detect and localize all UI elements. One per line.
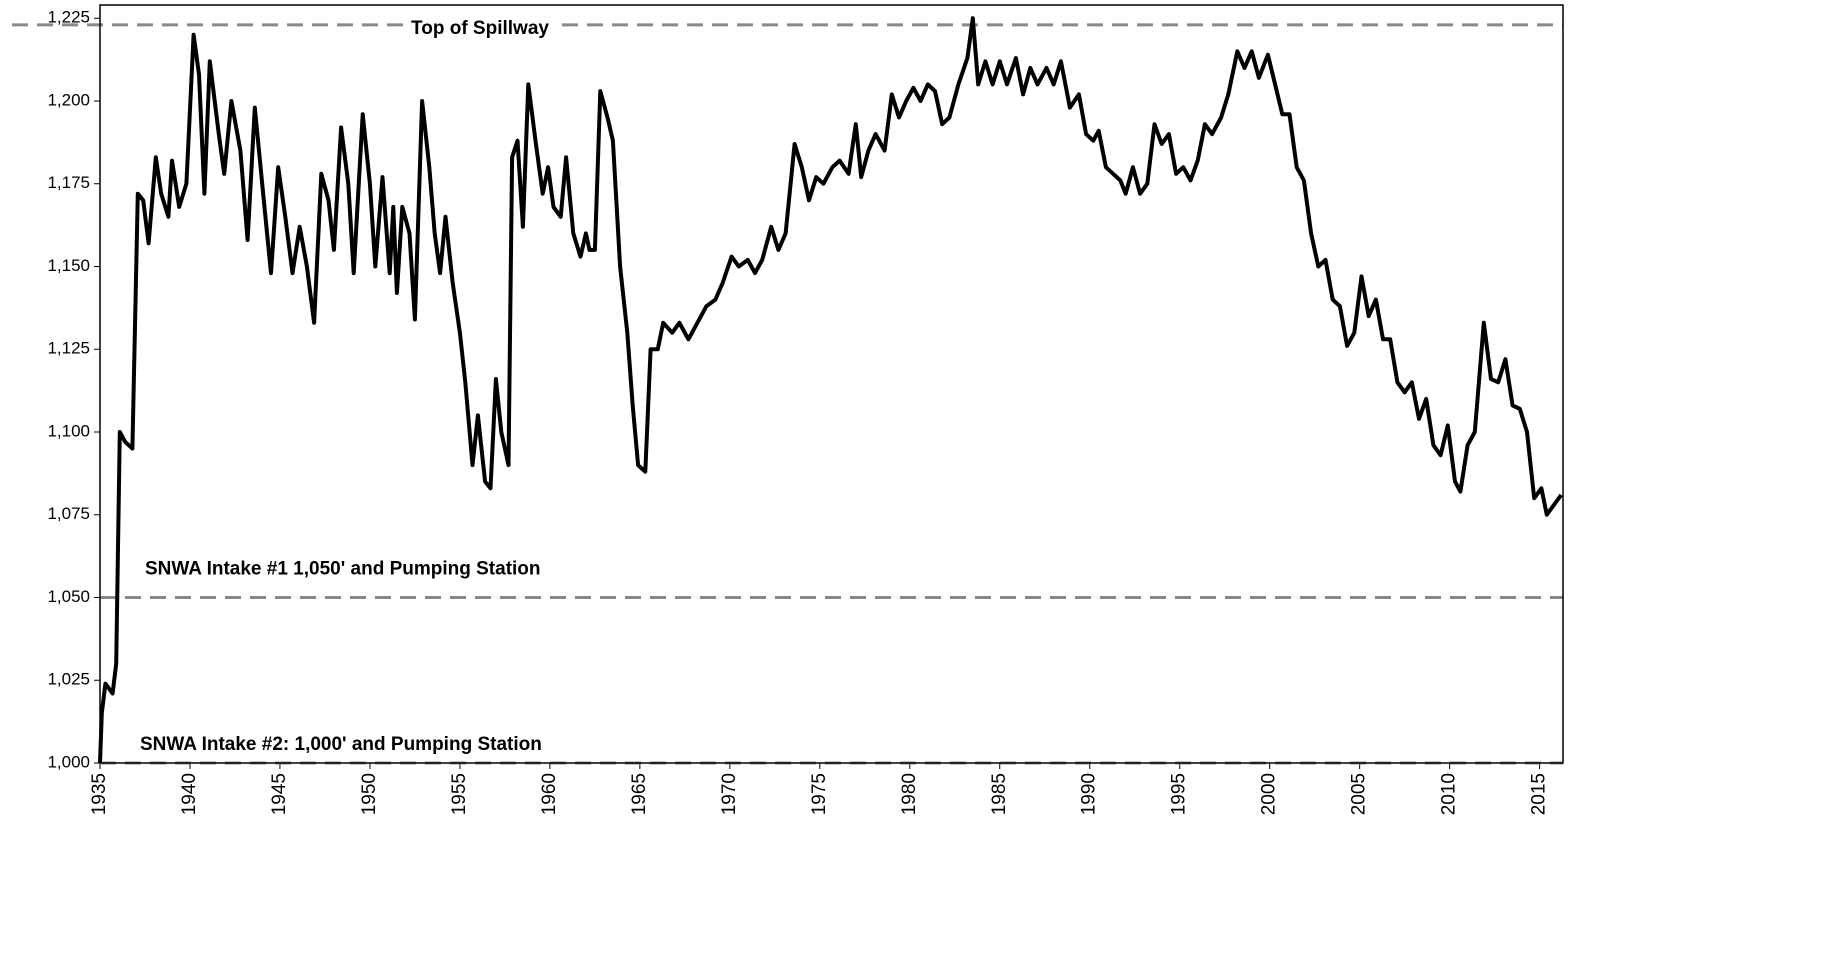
- x-tick-label: 1975: [809, 773, 830, 815]
- y-tick-label: 1,225: [47, 8, 90, 27]
- x-tick-label: 1970: [719, 773, 740, 815]
- x-tick-label: 2000: [1259, 773, 1280, 815]
- y-tick-label: 1,200: [47, 90, 90, 109]
- x-tick-label: 1950: [359, 773, 380, 815]
- reference-label: Top of Spillway: [411, 18, 549, 39]
- x-tick-label: 1945: [269, 773, 290, 815]
- x-tick-label: 1960: [539, 773, 560, 815]
- y-tick-label: 1,125: [47, 339, 90, 358]
- x-tick-label: 2010: [1439, 773, 1460, 815]
- x-tick-label: 2015: [1529, 773, 1550, 815]
- y-tick-label: 1,075: [47, 504, 90, 523]
- x-tick-label: 1955: [449, 773, 470, 815]
- y-tick-label: 1,100: [47, 421, 90, 440]
- x-tick-label: 1965: [629, 773, 650, 815]
- x-tick-label: 1980: [899, 773, 920, 815]
- y-tick-label: 1,050: [47, 587, 90, 606]
- y-tick-label: 1,150: [47, 256, 90, 275]
- reference-label: SNWA Intake #2: 1,000' and Pumping Stati…: [140, 734, 542, 755]
- reference-label: SNWA Intake #1 1,050' and Pumping Statio…: [145, 559, 541, 580]
- x-tick-label: 1940: [179, 773, 200, 815]
- x-tick-label: 2005: [1349, 773, 1370, 815]
- x-tick-label: 1985: [989, 773, 1010, 815]
- plot-frame: [99, 4, 1564, 764]
- data-line: [98, 16, 1563, 764]
- label-bg: [403, 15, 558, 41]
- y-tick-label: 1,025: [47, 670, 90, 689]
- x-tick-label: 1995: [1169, 773, 1190, 815]
- x-tick-label: 1990: [1079, 773, 1100, 815]
- y-tick-label: 1,175: [47, 173, 90, 192]
- x-tick-label: 1935: [89, 773, 110, 815]
- y-tick-label: 1,000: [47, 752, 90, 771]
